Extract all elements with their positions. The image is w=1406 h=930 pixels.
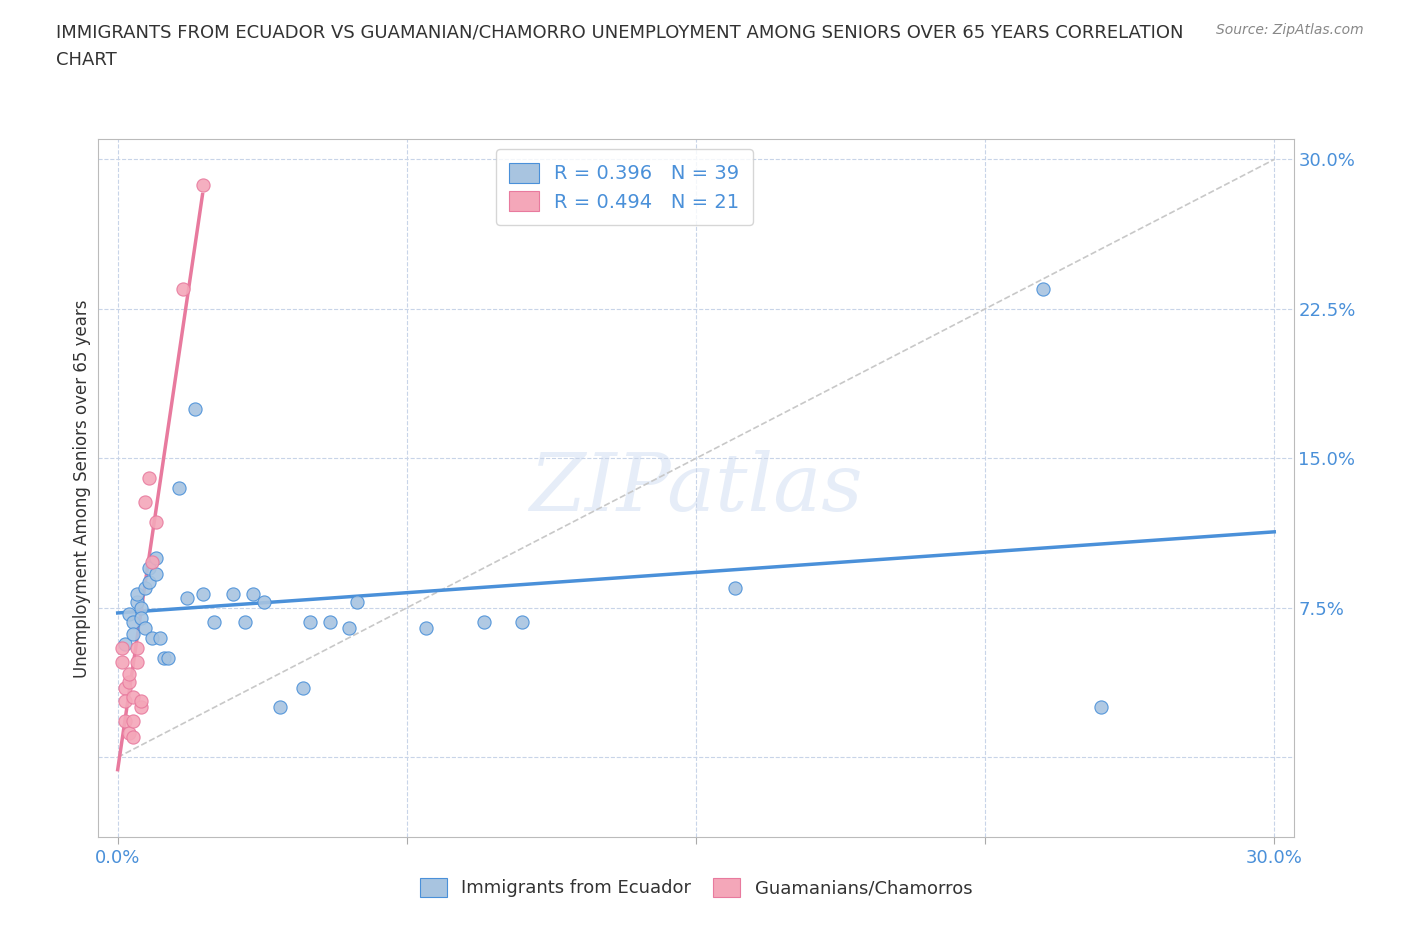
Point xyxy=(269,700,291,715)
Point xyxy=(138,575,160,590)
Point xyxy=(114,636,136,651)
Point xyxy=(129,694,152,709)
Text: ZIPatlas: ZIPatlas xyxy=(529,449,863,527)
Point xyxy=(191,587,214,602)
Point xyxy=(110,654,132,669)
Point xyxy=(149,631,172,645)
Point xyxy=(114,694,136,709)
Point xyxy=(122,714,145,729)
Point xyxy=(118,666,141,681)
Point xyxy=(169,481,191,496)
Point xyxy=(242,587,264,602)
Point xyxy=(125,587,148,602)
Point xyxy=(134,620,156,635)
Point xyxy=(118,674,141,689)
Point xyxy=(299,615,322,630)
Text: Source: ZipAtlas.com: Source: ZipAtlas.com xyxy=(1216,23,1364,37)
Point xyxy=(253,594,276,609)
Point xyxy=(118,606,141,621)
Point xyxy=(346,594,368,609)
Point xyxy=(125,594,148,609)
Point xyxy=(319,615,342,630)
Point xyxy=(222,587,245,602)
Y-axis label: Unemployment Among Seniors over 65 years: Unemployment Among Seniors over 65 years xyxy=(73,299,91,677)
Point xyxy=(138,561,160,576)
Point xyxy=(118,726,141,741)
Point xyxy=(184,401,207,416)
Point xyxy=(1090,700,1112,715)
Point xyxy=(129,610,152,625)
Point xyxy=(337,620,360,635)
Point xyxy=(122,626,145,641)
Point xyxy=(134,580,156,595)
Point xyxy=(512,615,534,630)
Point xyxy=(134,495,156,510)
Point xyxy=(141,554,163,569)
Point xyxy=(114,714,136,729)
Point xyxy=(176,591,198,605)
Point xyxy=(472,615,495,630)
Point xyxy=(191,178,214,193)
Point xyxy=(202,615,225,630)
Point xyxy=(172,282,194,297)
Point xyxy=(415,620,437,635)
Point xyxy=(114,680,136,695)
Point xyxy=(122,730,145,745)
Point xyxy=(122,690,145,705)
Text: CHART: CHART xyxy=(56,51,117,69)
Point xyxy=(145,551,167,565)
Point xyxy=(129,601,152,616)
Text: IMMIGRANTS FROM ECUADOR VS GUAMANIAN/CHAMORRO UNEMPLOYMENT AMONG SENIORS OVER 65: IMMIGRANTS FROM ECUADOR VS GUAMANIAN/CHA… xyxy=(56,23,1184,41)
Point xyxy=(291,680,314,695)
Point xyxy=(145,514,167,529)
Point xyxy=(156,650,179,665)
Point xyxy=(723,580,745,595)
Point xyxy=(141,631,163,645)
Point xyxy=(110,640,132,655)
Point xyxy=(125,640,148,655)
Point xyxy=(1032,282,1054,297)
Point xyxy=(125,654,148,669)
Point xyxy=(122,615,145,630)
Point xyxy=(145,566,167,581)
Point xyxy=(233,615,256,630)
Point xyxy=(153,650,176,665)
Point xyxy=(138,471,160,485)
Point xyxy=(129,700,152,715)
Legend: Immigrants from Ecuador, Guamanians/Chamorros: Immigrants from Ecuador, Guamanians/Cham… xyxy=(409,867,983,909)
